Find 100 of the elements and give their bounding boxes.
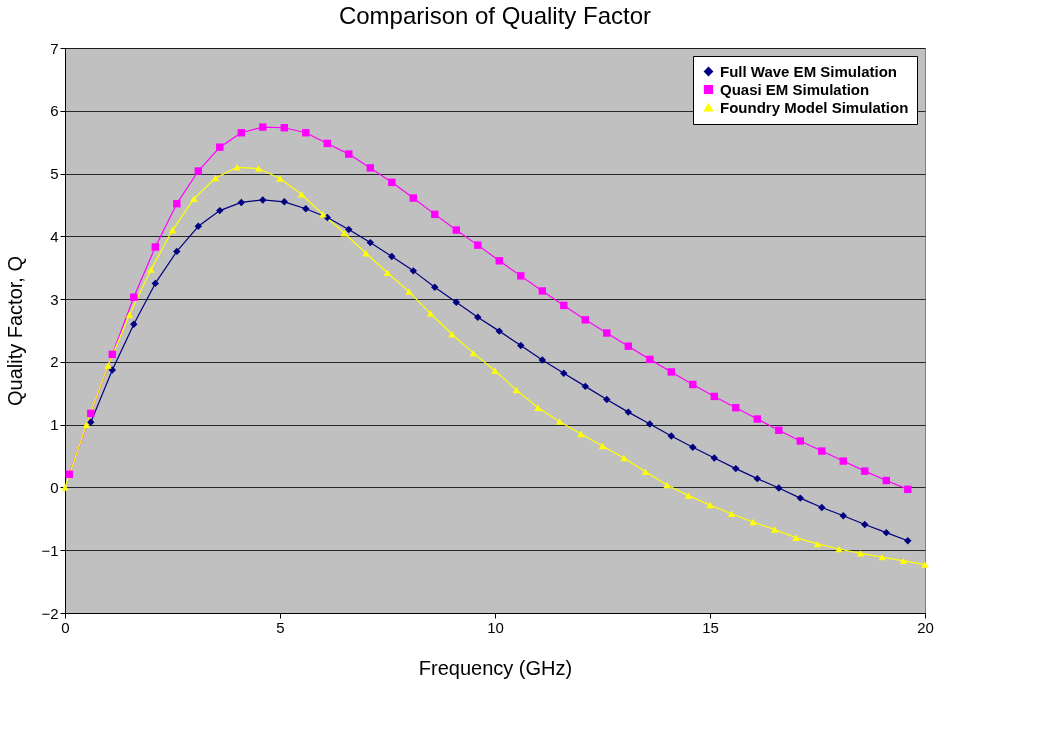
x-tick-label: 20: [917, 618, 934, 636]
legend-label: Quasi EM Simulation: [720, 80, 870, 98]
point: [302, 205, 310, 213]
point: [469, 349, 478, 357]
point: [775, 426, 783, 435]
point: [211, 174, 220, 182]
point: [280, 198, 289, 206]
point: [603, 395, 611, 404]
point: [667, 432, 676, 440]
point: [792, 534, 800, 541]
point: [388, 252, 396, 261]
x-tick-label: 10: [487, 618, 504, 636]
point: [624, 408, 633, 416]
point: [581, 316, 590, 324]
point: [254, 165, 263, 172]
point: [835, 545, 843, 553]
point: [710, 454, 719, 462]
point: [452, 298, 461, 306]
point: [882, 528, 891, 537]
point: [534, 404, 542, 411]
point: [409, 194, 418, 202]
point: [87, 409, 95, 418]
point: [216, 206, 224, 215]
point: [753, 415, 762, 423]
point: [366, 238, 375, 247]
point: [667, 368, 676, 376]
point: [151, 243, 160, 251]
point: [598, 442, 607, 450]
point: [87, 418, 95, 426]
point: [409, 267, 418, 275]
point: [624, 342, 633, 350]
point: [839, 457, 848, 465]
point: [861, 520, 869, 529]
y-axis-title: Quality Factor, Q: [4, 255, 27, 407]
point: [259, 123, 267, 131]
point: [147, 266, 155, 273]
point: [796, 494, 805, 502]
point: [689, 380, 697, 389]
point: [749, 518, 757, 526]
point: [194, 222, 203, 230]
point: [538, 287, 547, 295]
point: [684, 492, 693, 499]
point: [861, 467, 869, 475]
y-tick-label: 3: [50, 290, 59, 308]
point: [538, 356, 547, 364]
point: [560, 369, 568, 377]
point: [732, 404, 740, 412]
y-tick-label: 5: [50, 165, 59, 183]
point: [560, 301, 568, 310]
point: [641, 468, 650, 475]
point: [431, 283, 439, 291]
y-tick-label: −2: [41, 604, 59, 622]
point: [104, 362, 112, 369]
point: [495, 257, 504, 265]
point: [727, 510, 736, 518]
point: [646, 355, 654, 364]
chart-title: Comparison of Quality Factor: [338, 2, 652, 29]
y-tick-label: 7: [50, 39, 59, 57]
point: [216, 143, 224, 151]
point: [818, 447, 826, 455]
point: [904, 485, 912, 494]
y-tick-label: 4: [50, 227, 59, 245]
point: [689, 443, 697, 451]
point: [517, 341, 525, 350]
point: [276, 175, 284, 182]
legend-label: Foundry Model Simulation: [720, 98, 909, 116]
point: [426, 310, 435, 317]
y-tick-label: 2: [50, 353, 59, 371]
point: [130, 320, 138, 328]
point: [770, 526, 779, 533]
point: [108, 366, 117, 374]
point: [190, 195, 198, 202]
point: [130, 293, 138, 301]
x-tick-label: 15: [702, 618, 719, 636]
point: [431, 210, 439, 219]
x-tick-label: 0: [61, 618, 70, 636]
x-tick-label: 5: [276, 618, 285, 636]
point: [173, 247, 181, 256]
point: [345, 150, 353, 158]
point: [899, 557, 908, 565]
point: [495, 327, 504, 335]
point: [818, 503, 826, 512]
point: [319, 211, 327, 218]
point: [603, 329, 611, 337]
point: [577, 430, 585, 438]
point: [517, 272, 525, 280]
point: [581, 382, 590, 391]
point: [383, 269, 392, 276]
point: [839, 511, 848, 520]
point: [168, 226, 177, 234]
point: [491, 367, 499, 374]
point: [366, 164, 375, 172]
y-tick-label: 6: [50, 102, 59, 120]
point: [474, 313, 482, 322]
point: [921, 561, 929, 568]
point: [663, 481, 671, 489]
point: [796, 437, 805, 445]
point: [405, 288, 413, 295]
point: [125, 311, 134, 319]
point: [452, 226, 461, 234]
